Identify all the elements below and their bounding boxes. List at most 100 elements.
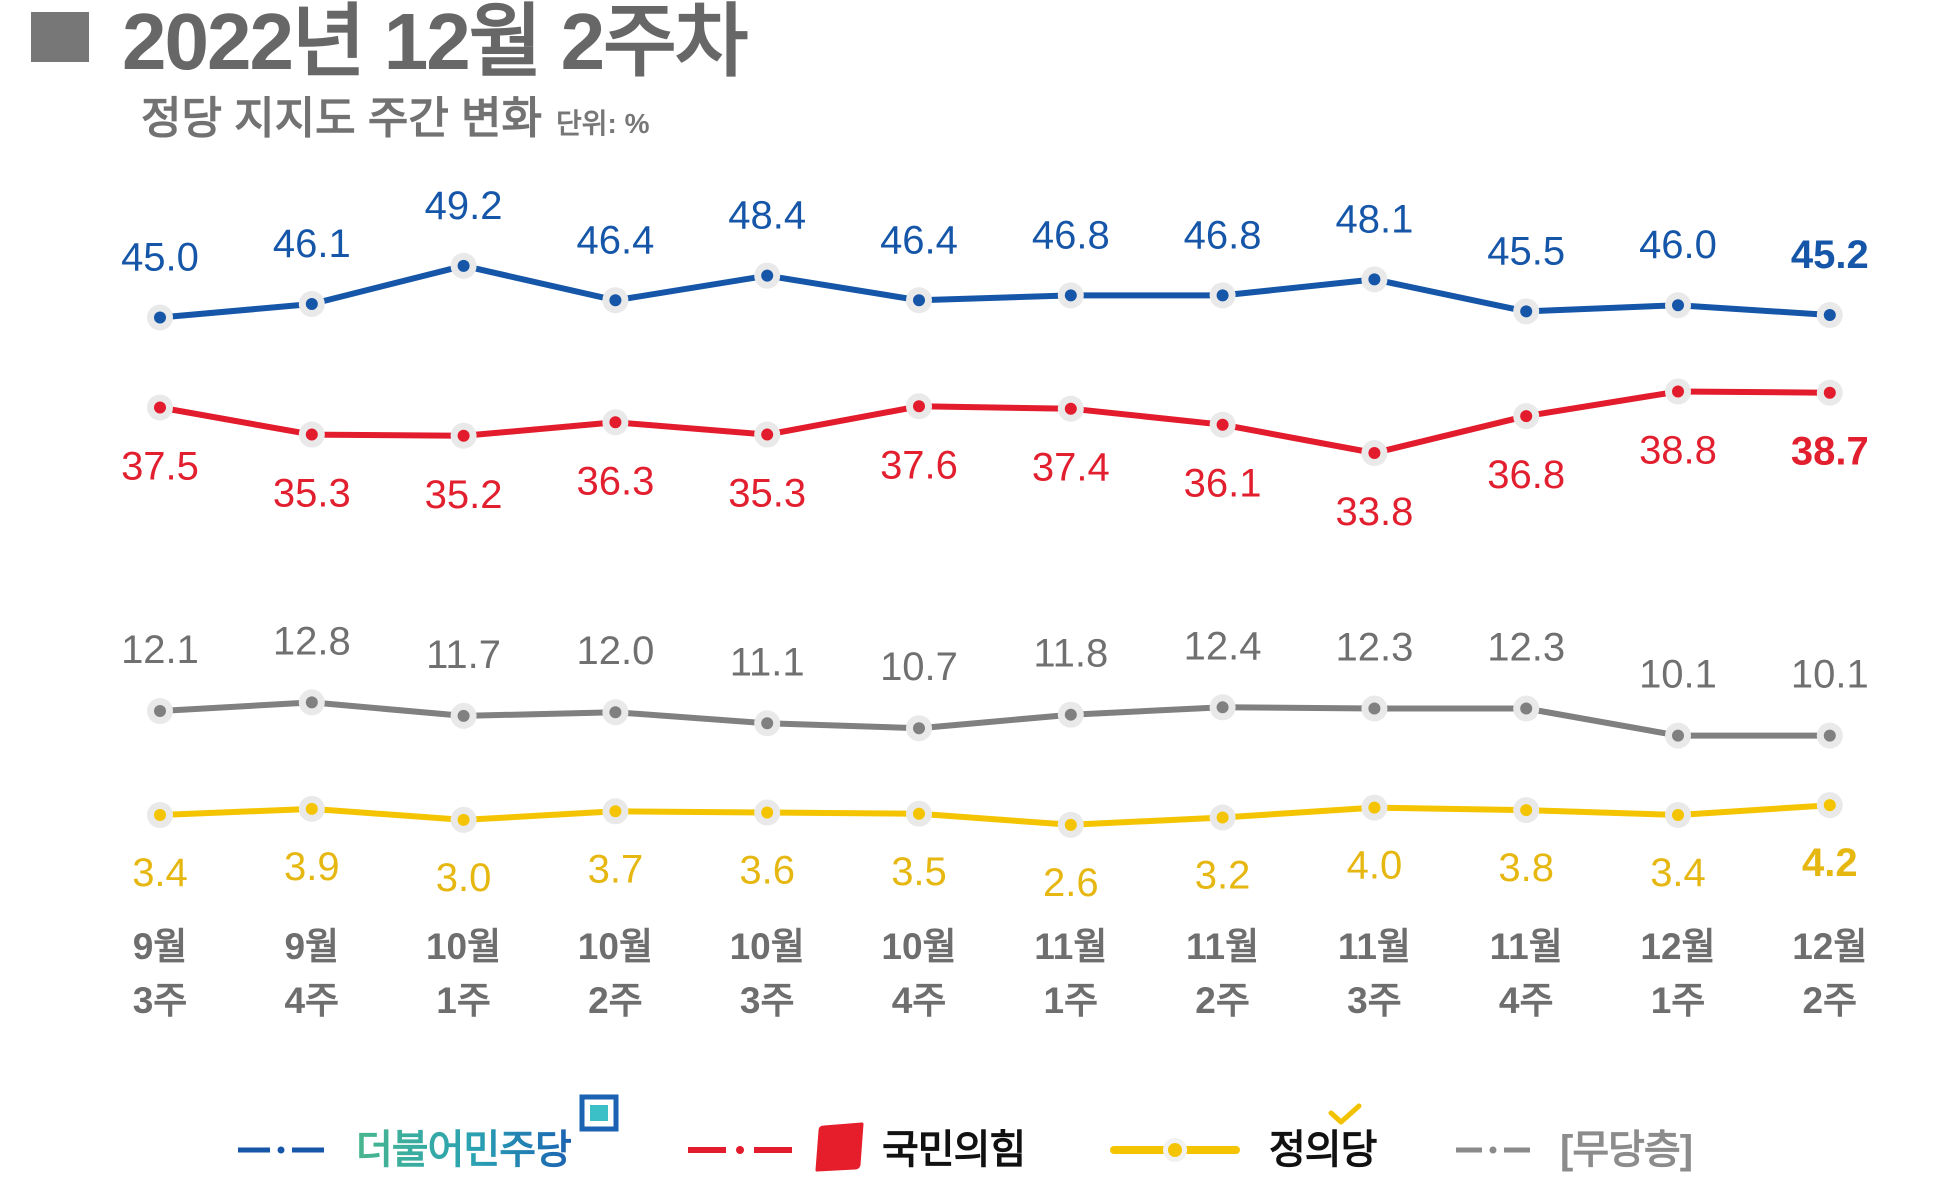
democratic-point-10	[1665, 292, 1691, 319]
x-tick-month-7: 11월	[1186, 926, 1259, 967]
independents-data-label-3: 12.0	[576, 629, 654, 673]
people-power-line	[157, 388, 1833, 456]
x-tick-month-9: 11월	[1490, 926, 1563, 967]
people-power-point-2	[450, 422, 477, 449]
x-tick-week-3: 2주	[588, 980, 643, 1021]
independents-data-label-1: 12.8	[273, 619, 351, 663]
democratic-point-dot-5	[913, 294, 925, 307]
justice-point-dot-5	[913, 807, 925, 820]
democratic-data-label-8: 48.1	[1335, 197, 1413, 241]
justice-data-label-5: 3.5	[891, 850, 947, 894]
people-power-point-dot-10	[1672, 385, 1684, 398]
justice-data-label-10: 3.4	[1650, 851, 1706, 895]
justice-point-dot-10	[1672, 809, 1684, 821]
people-power-data-label-11: 38.7	[1791, 430, 1869, 474]
x-tick-month-10: 12월	[1640, 926, 1715, 967]
legend-label-independents: [무당층]	[1560, 1128, 1693, 1172]
people-power-point-dot-5	[913, 400, 925, 413]
people-power-party-logo-icon	[815, 1122, 864, 1172]
people-power-point-dot-3	[609, 416, 622, 429]
justice-point-dot-0	[154, 809, 166, 821]
justice-point-dot-7	[1216, 811, 1229, 824]
independents-point-dot-3	[609, 706, 622, 719]
x-tick-month-0: 9월	[133, 926, 188, 967]
democratic-point-7	[1209, 282, 1236, 309]
justice-point-5	[906, 800, 932, 827]
democratic-series: 45.0 46.1 49.2 46.4 48.4 46.4 46.8 46.8 48.1 45.5…	[121, 184, 1869, 331]
independents-data-label-0: 12.1	[121, 628, 199, 672]
independents-data-label-9: 12.3	[1487, 626, 1565, 670]
democratic-point-dot-7	[1216, 289, 1229, 302]
independents-point-6	[1057, 701, 1084, 728]
people-power-series: 37.5 35.3 35.2 36.3 35.3 37.6 37.4 36.1 33.8 36.8…	[121, 378, 1869, 534]
justice-point-4	[754, 799, 781, 826]
legend-symbol-democratic	[238, 1146, 324, 1154]
democratic-point-dot-8	[1368, 273, 1381, 286]
x-tick-week-11: 2주	[1802, 980, 1857, 1021]
people-power-point-dot-1	[305, 428, 318, 441]
people-power-data-label-1: 35.3	[273, 472, 351, 516]
x-tick-week-8: 3주	[1347, 980, 1402, 1021]
x-tick-week-0: 3주	[133, 980, 188, 1021]
democratic-data-label-3: 46.4	[576, 218, 654, 262]
justice-point-dot-1	[305, 802, 318, 815]
independents-point-10	[1665, 722, 1691, 749]
people-power-data-label-0: 37.5	[121, 445, 199, 489]
independents-data-label-5: 10.7	[880, 645, 958, 689]
justice-point-dot-4	[761, 806, 774, 819]
independents-series: 12.1 12.8 11.7 12.0 11.1 10.7 11.8 12.4 12.3 12.3…	[121, 619, 1869, 749]
legend-symbol-independents	[1456, 1146, 1530, 1154]
independents-point-dot-1	[305, 696, 318, 709]
justice-point-11	[1816, 792, 1843, 819]
independents-point-5	[906, 715, 932, 742]
independents-data-label-2: 11.7	[426, 633, 501, 677]
justice-data-label-0: 3.4	[132, 851, 188, 895]
people-power-data-label-3: 36.3	[576, 459, 654, 503]
x-axis: 9월 3주 9월 4주 10월 1주 10월 2주 10월 3주 10월 4주 11월 1주 11월 2주 11…	[133, 926, 1868, 1021]
x-tick-week-2: 1주	[436, 980, 491, 1021]
people-power-point-0	[147, 394, 173, 421]
independents-point-8	[1361, 695, 1388, 722]
democratic-point-dot-3	[609, 294, 622, 307]
democratic-point-dot-9	[1520, 305, 1533, 318]
x-tick-month-1: 9월	[284, 926, 339, 967]
independents-data-label-8: 12.3	[1335, 626, 1413, 670]
independents-line	[157, 699, 1833, 739]
x-tick-week-10: 1주	[1651, 980, 1706, 1021]
independents-point-2	[450, 702, 477, 729]
justice-point-3	[602, 798, 629, 825]
x-tick-week-6: 1주	[1043, 980, 1098, 1021]
legend-symbol-people-power	[688, 1146, 792, 1154]
democratic-data-label-11: 45.2	[1791, 233, 1869, 277]
people-power-point-3	[602, 409, 629, 436]
democratic-data-label-4: 48.4	[728, 194, 806, 238]
independents-point-3	[602, 699, 629, 726]
justice-data-label-11: 4.2	[1802, 841, 1858, 885]
democratic-point-0	[147, 304, 173, 331]
justice-point-dot-6	[1064, 818, 1077, 831]
people-power-point-11	[1816, 379, 1843, 406]
democratic-data-label-7: 46.8	[1184, 213, 1262, 257]
democratic-point-dot-0	[154, 311, 166, 324]
independents-point-dot-6	[1064, 708, 1077, 721]
democratic-point-8	[1361, 266, 1388, 293]
x-tick-month-11: 12월	[1792, 926, 1867, 967]
people-power-data-label-6: 37.4	[1032, 446, 1110, 490]
democratic-point-dot-10	[1672, 299, 1684, 312]
democratic-point-5	[906, 287, 932, 314]
unit-label: 단위: %	[556, 108, 650, 139]
people-power-data-label-9: 36.8	[1487, 453, 1565, 497]
independents-data-label-4: 11.1	[730, 640, 805, 684]
democratic-point-4	[754, 262, 781, 289]
justice-data-label-2: 3.0	[436, 856, 492, 900]
justice-point-9	[1513, 797, 1540, 824]
democratic-point-dot-4	[761, 269, 774, 282]
independents-data-label-7: 12.4	[1184, 624, 1262, 668]
independents-point-dot-10	[1672, 729, 1684, 742]
independents-data-label-11: 10.1	[1791, 653, 1869, 697]
justice-point-2	[450, 806, 477, 833]
line-chart: 45.0 46.1 49.2 46.4 48.4 46.4 46.8 46.8 48.1 45.5…	[121, 184, 1869, 1021]
democratic-point-dot-6	[1064, 289, 1077, 302]
justice-data-label-1: 3.9	[284, 845, 340, 889]
democratic-data-label-2: 49.2	[425, 184, 503, 228]
